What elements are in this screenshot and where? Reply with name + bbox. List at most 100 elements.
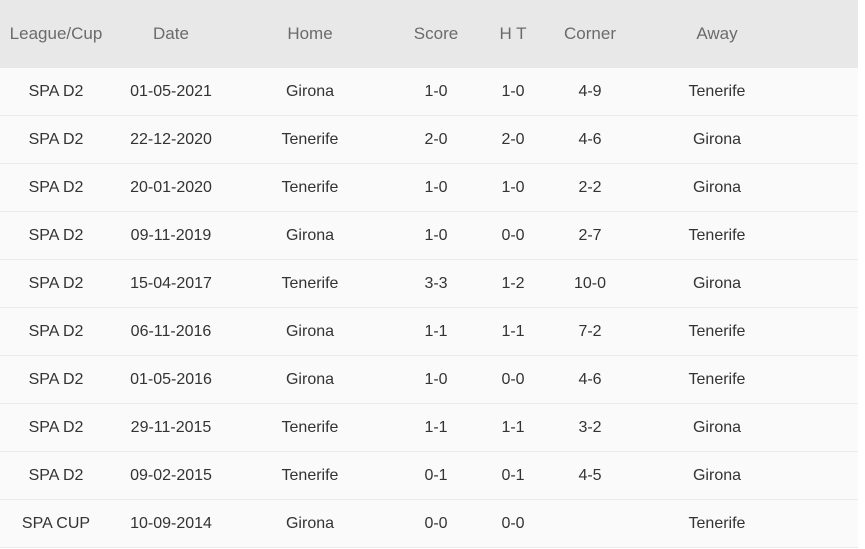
- cell-date: 01-05-2016: [130, 370, 212, 388]
- cell-home-team: Tenerife: [281, 418, 339, 436]
- column-header-away[interactable]: Away: [696, 24, 738, 43]
- cell-score: 1-0: [424, 82, 448, 100]
- cell-away-team: Girona: [692, 178, 742, 196]
- table-row[interactable]: SPA D2 06-11-2016 Girona 1-1 1-1 7-2 Tenerife: [0, 307, 858, 356]
- table-row[interactable]: SPA D2 09-02-2015 Tenerife 0-1 0-1 4-5 Girona: [0, 451, 858, 500]
- cell-league: SPA D2: [28, 370, 84, 388]
- cell-score: 0-1: [424, 466, 448, 484]
- column-header-league[interactable]: League/Cup: [9, 24, 103, 43]
- cell-corner: 4-6: [578, 370, 602, 388]
- cell-date: 01-05-2021: [130, 82, 212, 100]
- column-header-home[interactable]: Home: [287, 24, 333, 43]
- cell-spacer: [798, 308, 858, 356]
- cell-halftime-score: 2-0: [501, 130, 525, 148]
- cell-halftime-score: 1-1: [501, 322, 525, 340]
- cell-corner: 2-2: [578, 178, 602, 196]
- cell-date: 09-02-2015: [130, 466, 212, 484]
- cell-away-team: Girona: [692, 466, 742, 484]
- cell-home-team: Tenerife: [281, 274, 339, 292]
- column-header-score[interactable]: Score: [413, 24, 459, 43]
- cell-league: SPA CUP: [21, 514, 91, 532]
- cell-spacer: [798, 452, 858, 500]
- cell-corner: 2-7: [578, 226, 602, 244]
- table-header-row: League/Cup Date Home Score H T Corner Aw…: [0, 0, 858, 68]
- cell-home-team: Girona: [285, 322, 335, 340]
- table-header: League/Cup Date Home Score H T Corner Aw…: [0, 0, 858, 68]
- cell-league: SPA D2: [28, 82, 84, 100]
- cell-home-team: Girona: [285, 514, 335, 532]
- cell-away-team: Girona: [692, 418, 742, 436]
- cell-halftime-score: 1-1: [501, 418, 525, 436]
- cell-away-team: Tenerife: [688, 82, 746, 100]
- cell-home-team: Girona: [285, 370, 335, 388]
- cell-date: 06-11-2016: [130, 322, 212, 340]
- cell-spacer: [798, 404, 858, 452]
- cell-away-team: Tenerife: [688, 514, 746, 532]
- cell-score: 1-0: [424, 370, 448, 388]
- cell-date: 09-11-2019: [130, 226, 212, 244]
- cell-away-team: Girona: [692, 274, 742, 292]
- cell-spacer: [798, 68, 858, 116]
- cell-spacer: [798, 500, 858, 548]
- cell-spacer: [798, 260, 858, 308]
- cell-league: SPA D2: [28, 274, 84, 292]
- cell-score: 1-0: [424, 178, 448, 196]
- cell-corner: 4-9: [578, 82, 602, 100]
- cell-home-team: Girona: [285, 226, 335, 244]
- column-header-ht[interactable]: H T: [499, 24, 527, 43]
- cell-score: 0-0: [424, 514, 448, 532]
- cell-score: 2-0: [424, 130, 448, 148]
- cell-score: 1-0: [424, 226, 448, 244]
- table-row[interactable]: SPA D2 15-04-2017 Tenerife 3-3 1-2 10-0 Girona: [0, 259, 858, 308]
- cell-score: 1-1: [424, 322, 448, 340]
- column-header-corner[interactable]: Corner: [564, 24, 616, 43]
- table-row[interactable]: SPA D2 01-05-2021 Girona 1-0 1-0 4-9 Tenerife: [0, 68, 858, 116]
- cell-score: 3-3: [424, 274, 448, 292]
- cell-away-team: Girona: [692, 130, 742, 148]
- cell-league: SPA D2: [28, 130, 84, 148]
- table-row[interactable]: SPA CUP 10-09-2014 Girona 0-0 0-0 Tenerife: [0, 499, 858, 548]
- cell-date: 20-01-2020: [130, 178, 212, 196]
- cell-away-team: Tenerife: [688, 370, 746, 388]
- cell-corner: 10-0: [573, 274, 607, 292]
- cell-away-team: Tenerife: [688, 226, 746, 244]
- cell-spacer: [798, 164, 858, 212]
- table-row[interactable]: SPA D2 01-05-2016 Girona 1-0 0-0 4-6 Tenerife: [0, 355, 858, 404]
- cell-home-team: Girona: [285, 82, 335, 100]
- cell-league: SPA D2: [28, 466, 84, 484]
- cell-corner: 3-2: [578, 418, 602, 436]
- cell-corner: 4-6: [578, 130, 602, 148]
- cell-corner: 7-2: [578, 322, 602, 340]
- cell-date: 15-04-2017: [130, 274, 212, 292]
- cell-date: 22-12-2020: [130, 130, 212, 148]
- cell-halftime-score: 1-0: [501, 178, 525, 196]
- cell-halftime-score: 0-0: [501, 514, 525, 532]
- cell-corner: 4-5: [578, 466, 602, 484]
- cell-halftime-score: 1-0: [501, 82, 525, 100]
- cell-away-team: Tenerife: [688, 322, 746, 340]
- table-body: SPA D2 01-05-2021 Girona 1-0 1-0 4-9 Tenerife S…: [0, 68, 858, 548]
- column-header-date[interactable]: Date: [153, 24, 189, 43]
- cell-home-team: Tenerife: [281, 178, 339, 196]
- cell-date: 29-11-2015: [130, 418, 212, 436]
- table-row[interactable]: SPA D2 29-11-2015 Tenerife 1-1 1-1 3-2 Girona: [0, 403, 858, 452]
- cell-corner: [544, 500, 636, 548]
- cell-halftime-score: 1-2: [501, 274, 525, 292]
- column-header-spacer: [798, 0, 858, 68]
- cell-league: SPA D2: [28, 226, 84, 244]
- cell-spacer: [798, 212, 858, 260]
- cell-league: SPA D2: [28, 178, 84, 196]
- cell-halftime-score: 0-1: [501, 466, 525, 484]
- cell-spacer: [798, 116, 858, 164]
- table-row[interactable]: SPA D2 22-12-2020 Tenerife 2-0 2-0 4-6 Girona: [0, 115, 858, 164]
- cell-home-team: Tenerife: [281, 130, 339, 148]
- cell-spacer: [798, 356, 858, 404]
- cell-home-team: Tenerife: [281, 466, 339, 484]
- cell-league: SPA D2: [28, 322, 84, 340]
- cell-date: 10-09-2014: [130, 514, 212, 532]
- cell-halftime-score: 0-0: [501, 370, 525, 388]
- cell-halftime-score: 0-0: [501, 226, 525, 244]
- table-row[interactable]: SPA D2 20-01-2020 Tenerife 1-0 1-0 2-2 Girona: [0, 163, 858, 212]
- table-row[interactable]: SPA D2 09-11-2019 Girona 1-0 0-0 2-7 Tenerife: [0, 211, 858, 260]
